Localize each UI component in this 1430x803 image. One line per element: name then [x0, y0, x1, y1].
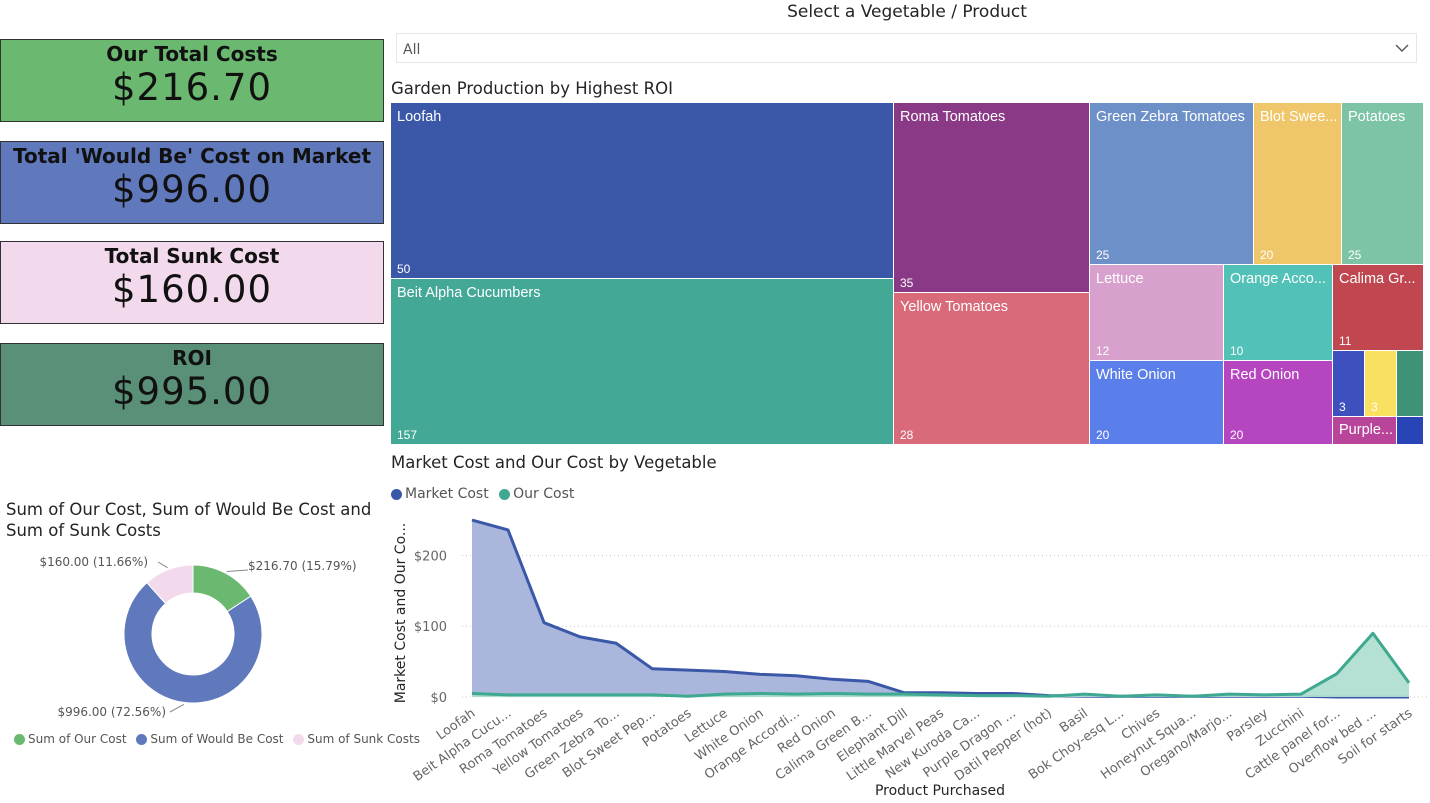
treemap-tile[interactable]: 3: [1365, 351, 1397, 417]
kpi-would-be-cost: Total 'Would Be' Cost on Market $996.00: [0, 141, 384, 224]
treemap-tile[interactable]: Red Onion 20: [1224, 361, 1333, 445]
treemap-tile[interactable]: Lettuce 12: [1090, 265, 1224, 361]
treemap-tile-label: Beit Alpha Cucumbers: [397, 285, 541, 301]
y-tick-label: $0: [430, 691, 447, 706]
donut-data-label: $996.00 (72.56%): [57, 705, 166, 719]
treemap-tile-label: White Onion: [1096, 367, 1176, 383]
legend-label: Our Cost: [513, 486, 575, 502]
donut-leader-line: [157, 561, 168, 569]
treemap-title: Garden Production by Highest ROI: [391, 79, 673, 98]
legend-label: Market Cost: [405, 486, 489, 502]
treemap-tile-value: 20: [1230, 428, 1244, 442]
area-chart-title: Market Cost and Our Cost by Vegetable: [391, 453, 717, 472]
treemap-tile-value: 3: [1371, 400, 1378, 414]
donut-chart: $216.70 (15.79%) $996.00 (72.56%) $160.00 …: [39, 555, 357, 719]
treemap-tile[interactable]: 3: [1333, 351, 1365, 417]
legend-dot: [391, 488, 402, 500]
legend-label: Sum of Would Be Cost: [150, 732, 284, 746]
kpi-value: $995.00: [111, 370, 272, 413]
donut-data-label: $216.70 (15.79%): [248, 559, 357, 573]
x-axis-label: Product Purchased: [875, 783, 1005, 799]
treemap-tile-value: 25: [1348, 248, 1362, 262]
legend-dot: [14, 733, 25, 745]
area-chart-legend: Market Cost Our Cost: [391, 486, 580, 504]
legend-label: Sum of Sunk Costs: [307, 732, 420, 746]
treemap-tile-value: 50: [397, 262, 411, 276]
donut-slice[interactable]: [146, 564, 194, 605]
treemap-tile[interactable]: [1397, 351, 1424, 417]
treemap-tile-label: Purple...: [1339, 422, 1393, 438]
treemap-tile[interactable]: Purple...: [1333, 417, 1397, 445]
kpi-roi: ROI $995.00: [0, 343, 384, 426]
kpi-title: Total Sunk Cost: [104, 244, 280, 268]
treemap-tile[interactable]: Loofah 50: [391, 103, 894, 279]
kpi-title: Our Total Costs: [106, 42, 278, 66]
legend-item-our-cost[interactable]: Our Cost: [499, 486, 574, 502]
treemap-tile-value: 157: [397, 428, 418, 442]
y-tick-label: $100: [414, 620, 447, 635]
y-tick-label: $200: [414, 549, 447, 564]
treemap-tile[interactable]: Beit Alpha Cucumbers 157: [391, 279, 894, 445]
donut-data-label: $160.00 (11.66%): [39, 555, 148, 569]
legend-dot: [499, 488, 511, 500]
y-axis-label: Market Cost and Our Co...: [393, 523, 409, 703]
kpi-our-total-costs: Our Total Costs $216.70: [0, 39, 384, 122]
treemap-tile-label: Roma Tomatoes: [900, 109, 1006, 125]
treemap-tile-value: 28: [900, 428, 914, 442]
treemap-tile-value: 20: [1260, 248, 1274, 262]
kpi-title: ROI: [172, 346, 212, 370]
treemap: Loofah 50 Beit Alpha Cucumbers 157 Roma Toma…: [391, 103, 1424, 445]
legend-item-market-cost[interactable]: Market Cost: [391, 486, 489, 502]
donut-title: Sum of Our Cost, Sum of Would Be Cost an…: [6, 500, 372, 540]
treemap-tile-label: Potatoes: [1348, 109, 1406, 125]
treemap-tile-value: 20: [1096, 428, 1110, 442]
treemap-tile-label: Loofah: [397, 109, 442, 125]
legend-label: Sum of Our Cost: [28, 732, 127, 746]
treemap-tile-value: 3: [1339, 400, 1346, 414]
treemap-tile[interactable]: Orange Acco... 10: [1224, 265, 1333, 361]
treemap-tile-value: 10: [1230, 344, 1244, 358]
treemap-tile[interactable]: Potatoes 25: [1342, 103, 1424, 265]
legend-item-our-cost[interactable]: Sum of Our Cost: [14, 732, 127, 746]
kpi-title: Total 'Would Be' Cost on Market: [12, 144, 372, 168]
treemap-tile[interactable]: [1397, 417, 1424, 445]
treemap-tile-label: Calima Gr...: [1339, 271, 1416, 287]
treemap-tile-value: 25: [1096, 248, 1110, 262]
treemap-tile-label: Blot Swee...: [1260, 109, 1338, 125]
treemap-tile-value: 11: [1339, 334, 1352, 348]
legend-item-sunk-costs[interactable]: Sum of Sunk Costs: [293, 732, 420, 746]
donut-legend: Sum of Our Cost Sum of Would Be Cost Sum…: [14, 732, 426, 748]
kpi-sunk-cost: Total Sunk Cost $160.00: [0, 241, 384, 324]
treemap-tile[interactable]: Green Zebra Tomatoes 25: [1090, 103, 1254, 265]
series-area: [472, 633, 1409, 697]
treemap-tile-label: Lettuce: [1096, 271, 1144, 287]
kpi-value: $996.00: [111, 168, 272, 211]
series-line: [471, 631, 1411, 698]
legend-dot: [293, 733, 305, 745]
kpi-value: $216.70: [111, 66, 272, 109]
donut-slice[interactable]: [123, 581, 263, 704]
legend-dot: [136, 733, 148, 745]
treemap-tile-value: 12: [1096, 344, 1110, 358]
treemap-tile[interactable]: Blot Swee... 20: [1254, 103, 1342, 265]
donut-leader-line: [169, 703, 185, 713]
treemap-tile[interactable]: Calima Gr... 11: [1333, 265, 1424, 351]
vegetable-slicer-dropdown[interactable]: All: [396, 33, 1417, 63]
slicer-title: Select a Vegetable / Product: [787, 2, 1027, 22]
slicer-selected-value: All: [403, 42, 421, 58]
series-area: [472, 520, 1409, 697]
treemap-tile-label: Orange Acco...: [1230, 271, 1326, 287]
treemap-tile-label: Green Zebra Tomatoes: [1096, 109, 1245, 125]
donut-leader-line: [226, 569, 249, 573]
treemap-tile-value: 35: [900, 276, 914, 290]
chevron-down-icon[interactable]: [1394, 40, 1410, 56]
treemap-tile[interactable]: White Onion 20: [1090, 361, 1224, 445]
kpi-value: $160.00: [111, 268, 272, 311]
treemap-tile[interactable]: Yellow Tomatoes 28: [894, 293, 1090, 445]
treemap-tile[interactable]: Roma Tomatoes 35: [894, 103, 1090, 293]
treemap-tile-label: Red Onion: [1230, 367, 1300, 383]
treemap-tile-label: Yellow Tomatoes: [900, 299, 1009, 315]
legend-item-would-be-cost[interactable]: Sum of Would Be Cost: [136, 732, 284, 746]
